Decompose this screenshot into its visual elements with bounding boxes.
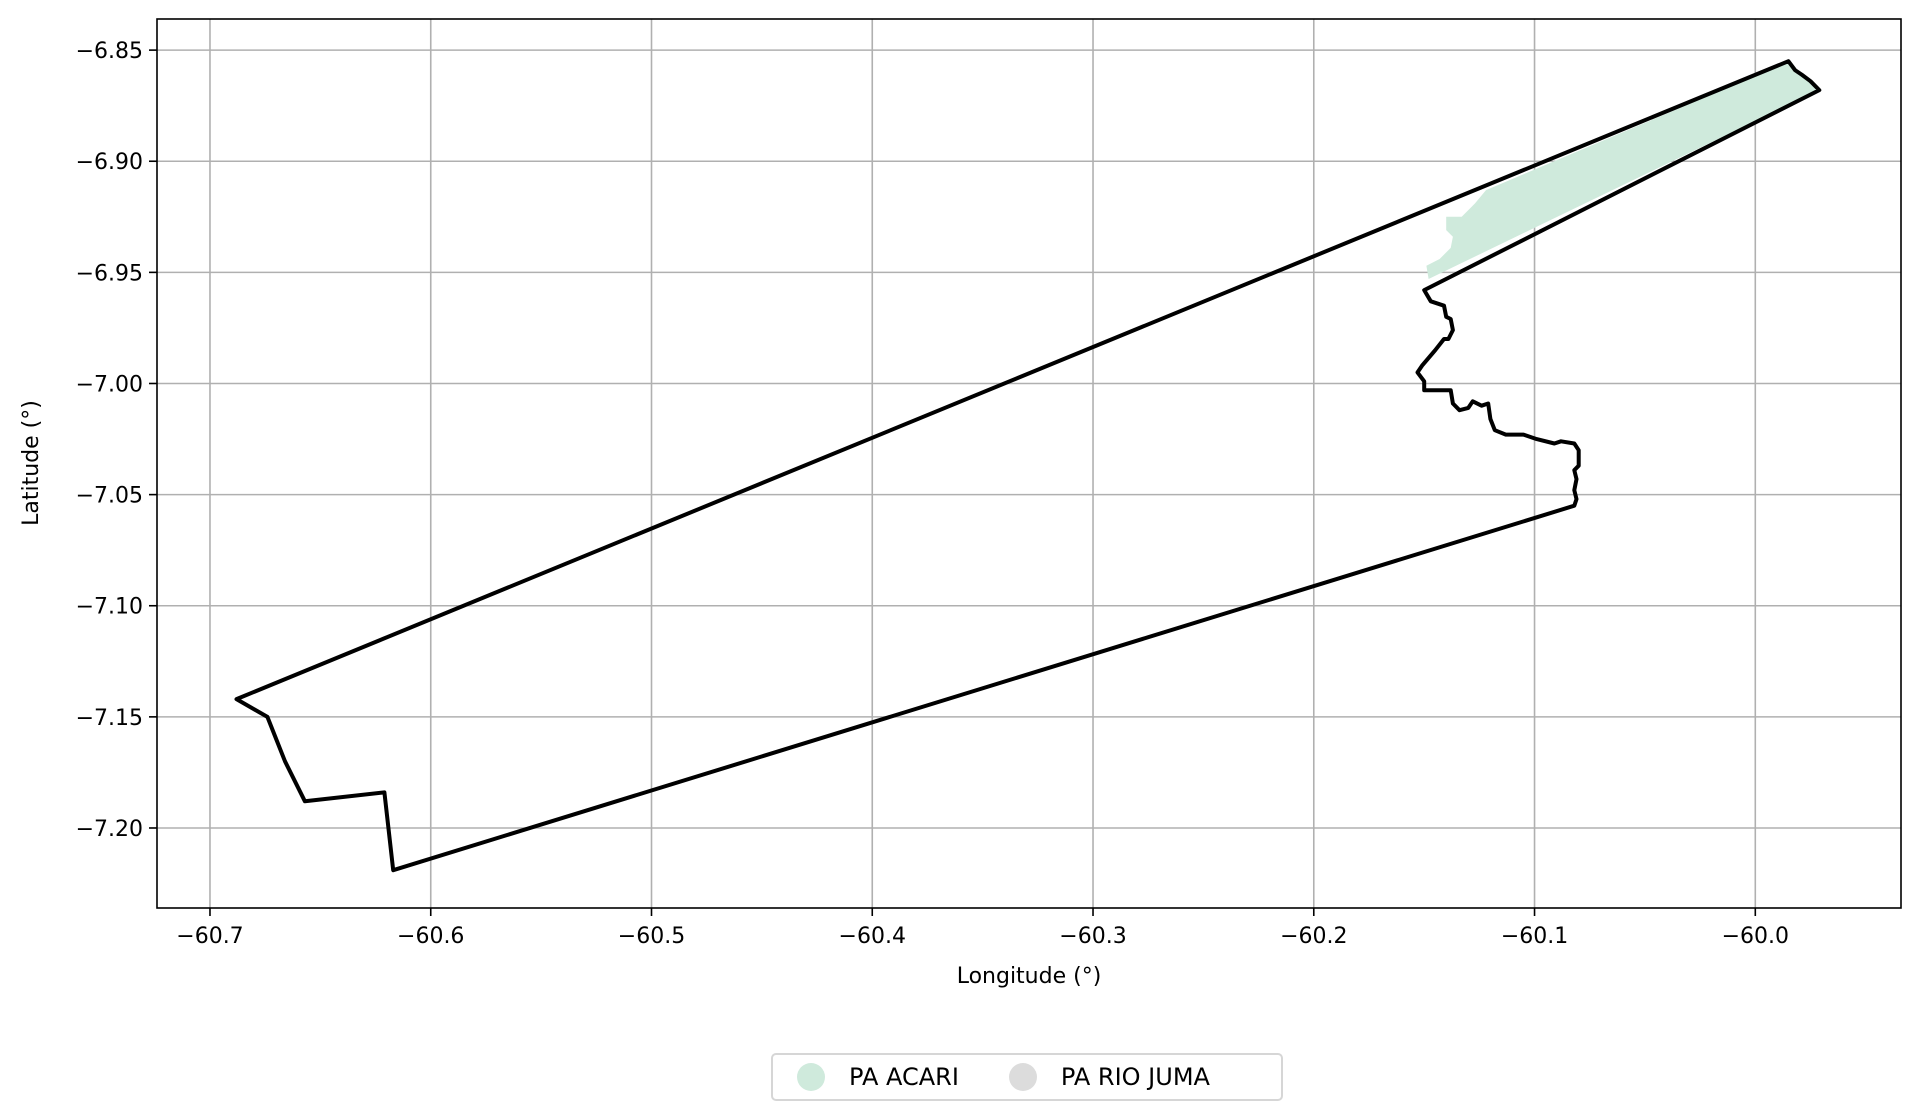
region-polygons xyxy=(234,59,1822,873)
y-tick-label: −6.95 xyxy=(76,261,143,286)
legend-marker-icon xyxy=(1008,1063,1037,1091)
y-tick-label: −6.90 xyxy=(76,150,143,175)
y-axis-label: Latitude (°) xyxy=(19,400,44,526)
y-tick-label: −7.00 xyxy=(76,372,143,397)
x-tick-label: −60.2 xyxy=(1280,924,1347,949)
x-tick-label: −60.7 xyxy=(176,924,243,949)
legend-label: PA ACARI xyxy=(849,1063,959,1091)
y-tick-label: −6.85 xyxy=(76,39,143,64)
legend-item-pa-acari: PA ACARI xyxy=(797,1063,959,1091)
y-tick-label: −7.10 xyxy=(76,595,143,620)
legend-marker-icon xyxy=(797,1063,825,1091)
x-tick-label: −60.0 xyxy=(1722,924,1789,949)
legend-item-pa-rio-juma: PA RIO JUMA xyxy=(1008,1063,1210,1091)
x-tick-label: −60.6 xyxy=(397,924,464,949)
x-tick-label: −60.5 xyxy=(618,924,685,949)
y-tick-label: −7.15 xyxy=(76,706,143,731)
region-pa-rio-juma-boundary xyxy=(234,59,1822,873)
x-tick-label: −60.3 xyxy=(1059,924,1126,949)
y-tick-label: −7.20 xyxy=(76,817,143,842)
x-axis-label: Longitude (°) xyxy=(957,964,1102,989)
x-tick-label: −60.1 xyxy=(1501,924,1568,949)
axis-ticks: −60.7 −60.6 −60.5 −60.4 −60.3 −60.2 −60.1 −60.0… xyxy=(76,39,1789,949)
x-tick-label: −60.4 xyxy=(839,924,906,949)
region-pa-acari xyxy=(1426,61,1820,280)
legend: PA ACARI PA RIO JUMA xyxy=(771,1053,1283,1101)
y-tick-label: −7.05 xyxy=(76,484,143,509)
plot-frame xyxy=(156,18,1902,909)
legend-label: PA RIO JUMA xyxy=(1060,1063,1210,1091)
